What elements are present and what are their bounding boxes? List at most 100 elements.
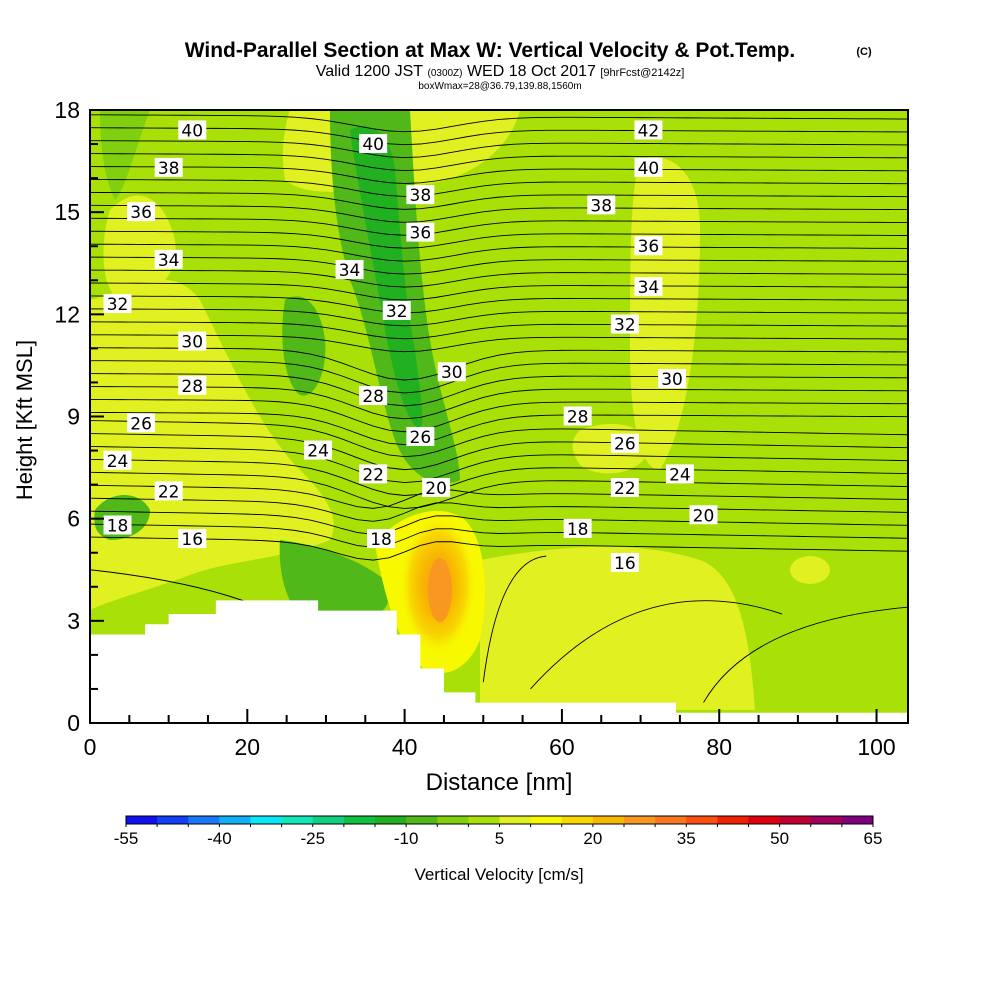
colorbar-swatch — [717, 816, 749, 824]
theta-contour-line — [90, 230, 908, 249]
theta-label: 34 — [638, 278, 660, 298]
theta-label: 28 — [181, 377, 203, 397]
colorbar-swatch — [375, 816, 407, 824]
y-axis: 0 3 6 9 12 15 18 — [54, 97, 104, 736]
colorbar-swatch — [499, 816, 532, 824]
theta-contour-line — [90, 256, 908, 275]
x-axis-label: Distance [nm] — [426, 769, 573, 796]
theta-label-box — [154, 249, 183, 269]
theta-label-box — [406, 426, 435, 446]
theta-label-box — [304, 440, 333, 460]
theta-contour-line — [90, 510, 908, 535]
theta-label: 36 — [638, 237, 660, 257]
theta-label-box — [335, 260, 364, 280]
green-mid-left-oval — [282, 296, 326, 396]
theta-label-box — [127, 413, 156, 433]
colorbar-tick-label: -40 — [207, 829, 232, 848]
theta-contour-line — [90, 420, 908, 458]
theta-label: 18 — [107, 516, 129, 536]
theta-label: 22 — [158, 482, 180, 502]
theta-label: 22 — [614, 479, 636, 499]
theta-label-box — [178, 375, 207, 395]
theta-contour-line — [90, 179, 908, 197]
theta-contour-line — [90, 484, 908, 509]
theta-label: 16 — [181, 530, 203, 550]
colorbar-swatch — [219, 816, 251, 824]
colorbar-swatch — [188, 816, 220, 824]
theta-label-box — [610, 433, 639, 453]
colorbar-swatch — [779, 816, 812, 824]
theta-contour-line — [90, 347, 908, 381]
colorbar: -55 -40 -25 -10 5 20 35 50 65 — [114, 815, 883, 848]
theta-contour-labels: 4038363432302826242218164038363432302826… — [103, 120, 718, 574]
theta-contour-line — [90, 446, 908, 484]
theta-label-box — [359, 134, 388, 154]
x-tick-label: 40 — [392, 734, 418, 760]
theta-label: 22 — [362, 465, 384, 485]
theta-label: 30 — [181, 333, 203, 353]
colorbar-label: Vertical Velocity [cm/s] — [414, 865, 583, 884]
colorbar-swatch — [406, 816, 438, 824]
valid-time-line: Valid 1200 JST (0300Z) WED 18 Oct 2017 [… — [316, 63, 685, 80]
theta-contour-line — [90, 127, 908, 146]
theta-label: 38 — [158, 159, 180, 179]
theta-label-box — [634, 236, 663, 256]
theta-label: 30 — [661, 370, 683, 390]
x-tick-label: 0 — [84, 734, 97, 760]
theta-label-box — [127, 202, 156, 222]
colorbar-swatch — [810, 816, 843, 824]
theta-contour-line — [90, 321, 908, 340]
green-downdraft-band-inner — [350, 126, 423, 431]
green-lowlevel-downdraft — [279, 540, 390, 615]
y-tick-label: 18 — [54, 97, 80, 123]
colorbar-tick-label: 65 — [864, 829, 883, 848]
theta-label-box — [406, 185, 435, 205]
x-tick-label: 80 — [706, 734, 732, 760]
colorbar-swatch — [250, 816, 283, 824]
colorbar-tick-label: 5 — [495, 829, 504, 848]
theta-contour-line — [90, 114, 908, 133]
colorbar-swatch — [468, 816, 500, 824]
theta-contour-line — [90, 411, 908, 446]
theta-label-box — [563, 518, 592, 538]
theta-label-box — [634, 157, 663, 177]
y-tick-label: 6 — [67, 506, 80, 532]
theta-contour-line — [90, 399, 908, 433]
theta-label: 42 — [638, 121, 660, 141]
theta-contour-line — [90, 536, 908, 561]
theta-label: 26 — [614, 435, 636, 455]
theta-label: 32 — [614, 316, 636, 336]
theta-label: 40 — [638, 159, 660, 179]
y-tick-label: 0 — [67, 710, 80, 736]
y-tick-label: 9 — [67, 404, 80, 430]
colorbar-swatch — [530, 816, 563, 824]
theta-contour-line — [90, 458, 908, 496]
theta-label-box — [610, 552, 639, 572]
valid-prefix: Valid 1200 JST — [316, 63, 424, 80]
yellow-lowlevel-region-left — [90, 279, 334, 610]
theta-label: 26 — [410, 428, 432, 448]
theta-label-box — [103, 515, 132, 535]
colorbar-swatch — [841, 816, 874, 824]
terrain-mask — [90, 600, 908, 723]
theta-label-box — [359, 386, 388, 406]
colorbar-swatch — [437, 816, 469, 824]
theta-contour-line — [90, 334, 908, 353]
theta-label-box — [587, 195, 616, 215]
colorbar-tick-label: 20 — [583, 829, 602, 848]
theta-contour-line — [90, 282, 908, 301]
theta-contour-line — [90, 191, 908, 210]
forecast-info: [9hrFcst@2142z] — [600, 67, 684, 79]
x-tick-label: 20 — [235, 734, 261, 760]
theta-label: 40 — [181, 121, 203, 141]
theta-label-box — [437, 362, 466, 382]
theta-label-box — [634, 277, 663, 297]
theta-contour-line — [90, 523, 908, 548]
y-tick-label: 3 — [67, 608, 80, 634]
theta-label: 32 — [386, 302, 408, 322]
theta-contour-line — [90, 373, 908, 407]
theta-label: 24 — [669, 465, 691, 485]
yellow-upper-left-region — [103, 195, 176, 300]
theta-label-box — [382, 300, 411, 320]
theta-contour-line — [90, 153, 908, 172]
